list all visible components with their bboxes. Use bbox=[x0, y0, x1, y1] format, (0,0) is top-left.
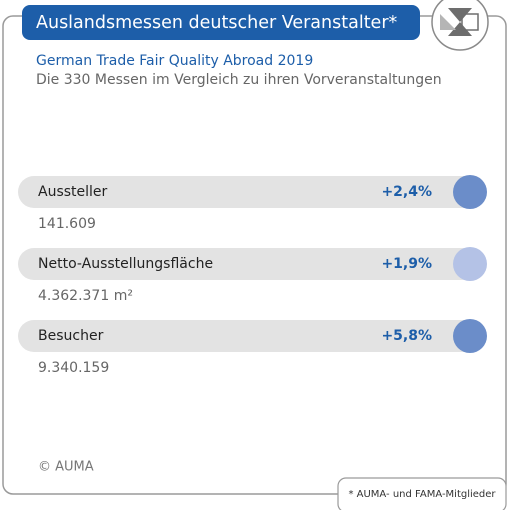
row-label: Aussteller bbox=[38, 184, 108, 200]
row-change: +2,4% bbox=[381, 184, 432, 200]
rows: Aussteller +2,4% 141.609 Netto-Ausstellungs… bbox=[18, 175, 487, 376]
subtitle: German Trade Fair Quality Abroad 2019 bbox=[36, 53, 313, 69]
row-change: +5,8% bbox=[381, 328, 432, 344]
row-dot bbox=[453, 175, 487, 209]
row-total: 141.609 bbox=[38, 216, 96, 232]
logo bbox=[431, 0, 489, 51]
row-label: Netto-Ausstellungsfläche bbox=[38, 256, 213, 272]
title: Auslandsmessen deutscher Veranstalter* bbox=[36, 13, 398, 33]
row-dot bbox=[453, 319, 487, 353]
description: Die 330 Messen im Vergleich zu ihren Vor… bbox=[36, 72, 442, 88]
row-bar bbox=[18, 320, 478, 352]
title-banner bbox=[22, 5, 420, 40]
row-bar bbox=[18, 248, 478, 280]
note: * AUMA- und FAMA-Mitglieder bbox=[348, 489, 496, 500]
row-bar bbox=[18, 176, 478, 208]
row-dot bbox=[453, 247, 487, 281]
row-total: 9.340.159 bbox=[38, 360, 109, 376]
row-total: 4.362.371 m² bbox=[38, 288, 133, 304]
row-label: Besucher bbox=[38, 328, 104, 344]
copyright: © AUMA bbox=[38, 460, 94, 475]
row-change: +1,9% bbox=[381, 256, 432, 272]
